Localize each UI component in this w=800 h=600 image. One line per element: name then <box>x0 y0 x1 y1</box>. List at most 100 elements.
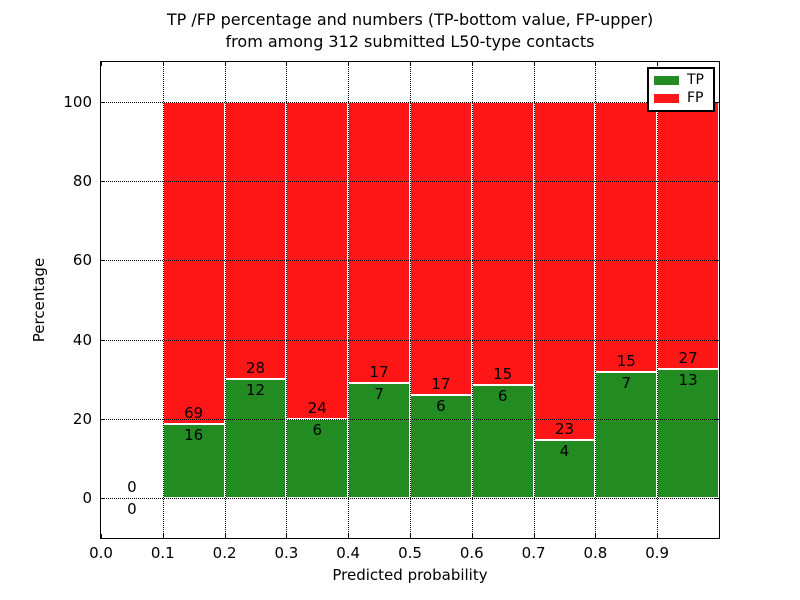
gridline-vertical <box>471 62 473 538</box>
chart-title: TP /FP percentage and numbers (TP-bottom… <box>100 9 720 53</box>
x-tick-mark <box>533 62 535 66</box>
bar-segment-fp <box>348 101 410 383</box>
bar-count-label-tp: 16 <box>184 425 204 444</box>
legend-label-tp: TP <box>687 72 704 88</box>
x-tick-mark <box>286 62 288 66</box>
bar-count-label-tp: 7 <box>374 384 384 403</box>
y-tick-label: 40 <box>72 330 92 349</box>
x-tick-label: 0.5 <box>398 544 422 562</box>
x-tick-label: 0.2 <box>212 544 237 562</box>
legend-item-fp: FP <box>654 91 708 106</box>
legend: TP FP <box>647 67 715 112</box>
x-tick-mark <box>410 534 411 538</box>
y-tick-label: 0 <box>82 489 92 508</box>
x-tick-mark <box>224 62 226 66</box>
bar-segment-fp <box>595 101 658 373</box>
gridline-vertical <box>162 62 164 538</box>
bar-count-label-tp: 0 <box>127 500 137 519</box>
x-tick-label: 0.6 <box>459 544 484 562</box>
gridline-vertical <box>286 62 288 538</box>
bar-count-label-fp: 23 <box>554 419 575 438</box>
x-tick-mark <box>348 62 350 66</box>
y-tick-mark <box>101 181 105 182</box>
x-tick-mark <box>410 62 411 66</box>
bar-count-label-fp: 27 <box>678 349 698 368</box>
gridline-vertical <box>410 62 411 538</box>
x-tick-label: 0.0 <box>89 544 113 562</box>
y-tick-mark <box>715 101 719 103</box>
bar-segment-fp <box>224 101 287 380</box>
gridline-vertical <box>533 62 535 538</box>
bar-segment-fp <box>533 101 596 440</box>
x-tick-mark <box>101 62 102 66</box>
x-tick-mark <box>101 534 102 538</box>
x-tick-label: 0.1 <box>150 544 175 562</box>
bar-segment-tp <box>471 385 534 499</box>
x-tick-mark <box>286 534 288 538</box>
bar-count-label-tp: 13 <box>678 371 698 390</box>
x-tick-mark <box>162 534 164 538</box>
bar-segment-fp <box>286 101 349 419</box>
legend-label-fp: FP <box>687 90 704 106</box>
chart-title-line2: from among 312 submitted L50-type contac… <box>225 32 595 51</box>
bar-count-label-fp: 17 <box>369 362 389 381</box>
bar-segment-fp <box>471 101 534 385</box>
bar-count-label-fp: 17 <box>431 374 451 393</box>
x-tick-mark <box>471 62 473 66</box>
bar-count-label-tp: 12 <box>245 381 266 400</box>
bar-count-label-tp: 6 <box>312 421 323 439</box>
legend-swatch-fp-icon <box>654 94 679 103</box>
chart-title-line1: TP /FP percentage and numbers (TP-bottom… <box>166 10 654 29</box>
bar-segment-fp <box>657 101 719 370</box>
gridline-vertical <box>657 62 659 538</box>
bar-count-label-tp: 6 <box>436 396 446 415</box>
gridline-vertical <box>595 62 597 538</box>
x-tick-label: 0.4 <box>336 544 361 562</box>
x-tick-mark <box>595 534 597 538</box>
plot-area: 0 0 69 16 28 12 24 6 17 7 17 6 15 6 23 4 15 7 27 13 TP FP <box>100 61 720 539</box>
y-tick-label: 80 <box>72 172 92 190</box>
bar-count-label-fp: 24 <box>307 399 327 417</box>
bar-count-label-fp: 15 <box>493 365 513 383</box>
y-tick-mark <box>715 260 719 262</box>
x-tick-label: 0.9 <box>645 544 670 562</box>
x-tick-label: 0.8 <box>583 544 608 562</box>
x-axis-label: Predicted probability <box>332 566 488 584</box>
plot-inner: 0 0 69 16 28 12 24 6 17 7 17 6 15 6 23 4 15 7 27 13 TP FP <box>101 62 719 538</box>
gridline-vertical <box>348 62 350 538</box>
x-tick-mark <box>657 62 659 66</box>
bar-count-label-tp: 6 <box>497 387 508 405</box>
y-tick-mark <box>715 419 719 420</box>
y-tick-label: 20 <box>72 410 92 428</box>
y-tick-mark <box>101 101 105 103</box>
bar-count-label-fp: 28 <box>245 359 266 378</box>
bar-count-label-fp: 15 <box>616 352 636 371</box>
y-tick-mark <box>101 419 105 420</box>
y-tick-label: 100 <box>63 92 92 111</box>
y-tick-mark <box>101 498 105 500</box>
x-tick-mark <box>471 534 473 538</box>
x-tick-mark <box>533 534 535 538</box>
y-tick-mark <box>715 339 719 341</box>
legend-swatch-tp-icon <box>654 76 679 85</box>
x-tick-label: 0.7 <box>521 544 546 562</box>
y-tick-label: 60 <box>72 251 92 270</box>
y-tick-mark <box>715 181 719 182</box>
x-tick-mark <box>162 62 164 66</box>
x-tick-mark <box>224 534 226 538</box>
bar-segment-fp <box>162 101 225 424</box>
gridline-vertical <box>224 62 226 538</box>
bar-count-label-fp: 0 <box>127 478 137 497</box>
y-tick-mark <box>101 260 105 262</box>
bar-segment-fp <box>410 101 472 395</box>
x-tick-mark <box>657 534 659 538</box>
y-tick-mark <box>715 498 719 500</box>
bar-count-label-tp: 4 <box>559 441 570 460</box>
x-tick-mark <box>595 62 597 66</box>
y-tick-mark <box>101 339 105 341</box>
x-tick-mark <box>348 534 350 538</box>
bar-count-label-fp: 69 <box>184 403 204 422</box>
legend-item-tp: TP <box>654 73 708 88</box>
x-tick-label: 0.3 <box>274 544 299 562</box>
